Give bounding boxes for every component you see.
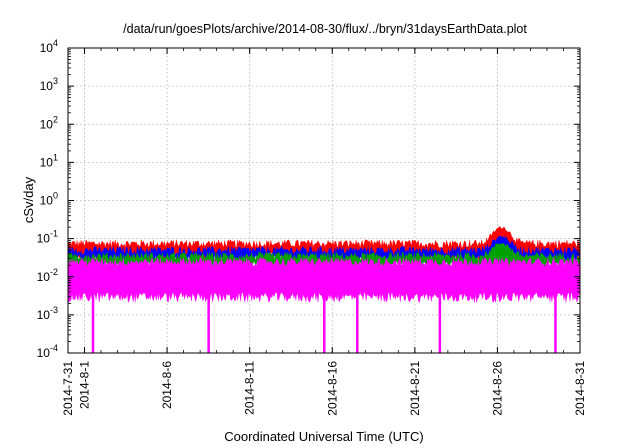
x-axis-ticks: 2014-7-31 2014-8-1 2014-8-6 2014-8-11 2014-8… — [61, 48, 587, 416]
x-tick-label: 2014-8-6 — [160, 361, 174, 409]
x-tick-label: 2014-7-31 — [61, 361, 75, 416]
x-tick-label: 2014-8-16 — [325, 361, 339, 416]
y-tick-label: 10-3 — [37, 305, 58, 322]
y-tick-label: 10-2 — [37, 267, 58, 284]
y-tick-label: 103 — [40, 76, 58, 93]
dropout-spike — [91, 291, 95, 353]
dropout-spike — [323, 291, 326, 353]
y-tick-label: 104 — [40, 38, 58, 55]
x-tick-label: 2014-8-31 — [573, 361, 587, 416]
y-tick-label: 10-4 — [37, 343, 58, 360]
x-tick-label: 2014-8-1 — [78, 361, 92, 409]
dropout-spike — [554, 291, 557, 353]
plot-frame — [67, 47, 581, 354]
dropout-spike — [356, 291, 359, 353]
x-axis-label: Coordinated Universal Time (UTC) — [224, 429, 423, 444]
plot-area — [67, 225, 581, 353]
y-tick-label: 101 — [40, 152, 58, 169]
y-axis-label: cSv/day — [21, 176, 36, 223]
chart-title: /data/run/goesPlots/archive/2014-08-30/f… — [123, 22, 527, 36]
x-tick-label: 2014-8-26 — [490, 361, 504, 416]
dropout-spike — [207, 291, 210, 353]
dropout-spike — [438, 291, 442, 353]
x-tick-label: 2014-8-21 — [408, 361, 422, 416]
y-tick-label: 102 — [40, 114, 58, 131]
y-tick-label: 10-1 — [37, 229, 58, 246]
x-tick-label: 2014-8-11 — [243, 361, 257, 415]
y-tick-label: 100 — [40, 191, 58, 208]
